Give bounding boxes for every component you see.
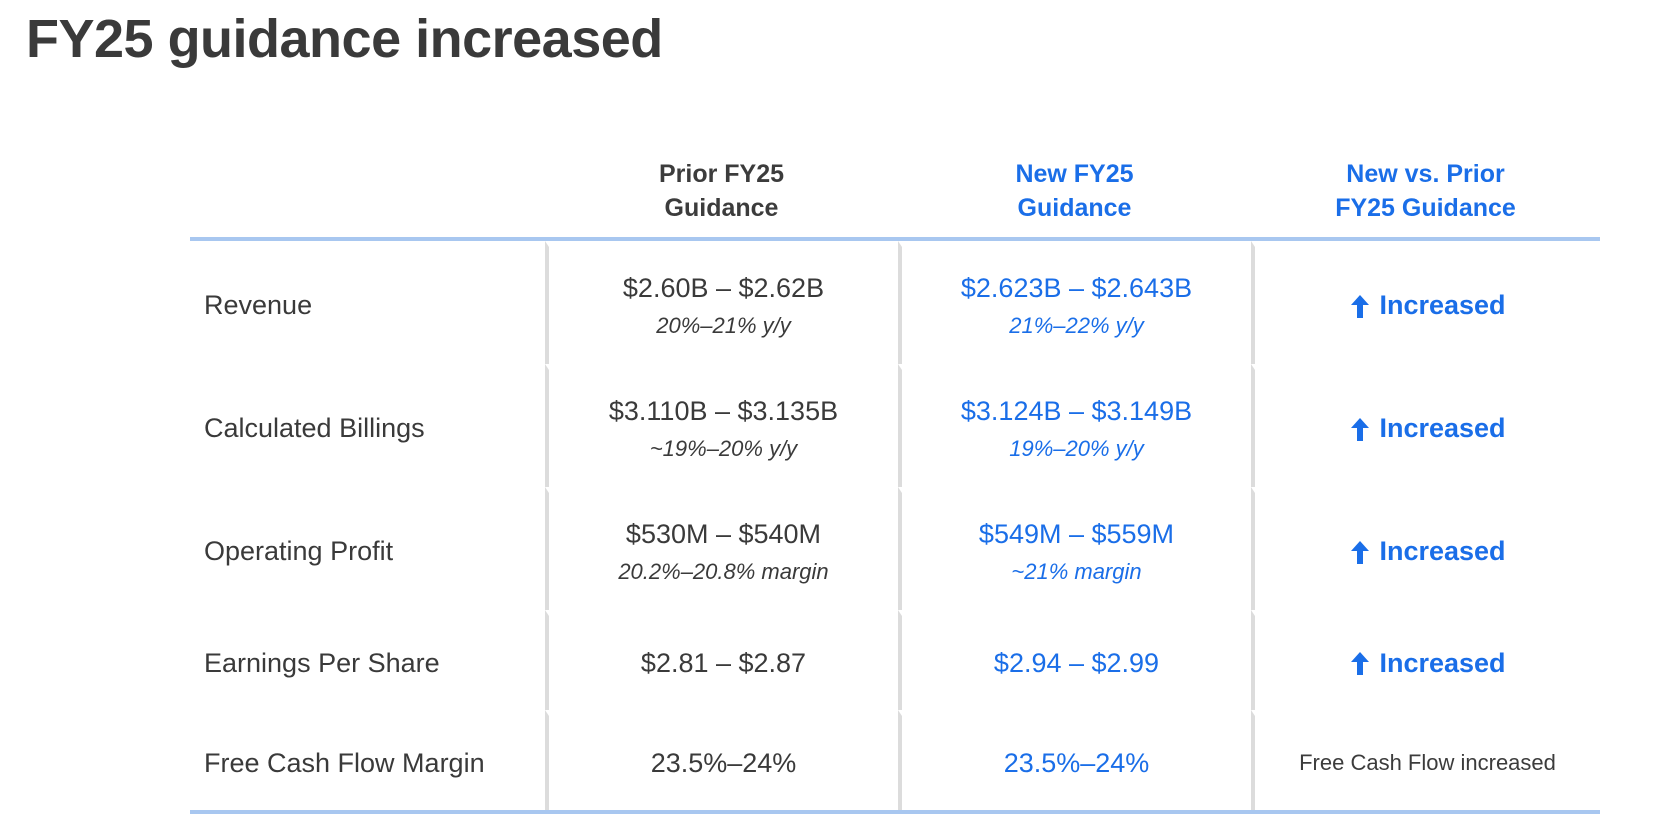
table-header: Prior FY25 Guidance New FY25 Guidance Ne…: [190, 145, 1600, 241]
status-text: Free Cash Flow increased: [1299, 750, 1556, 775]
metric-label: Revenue: [190, 241, 545, 364]
new-growth: 19%–20% y/y: [1009, 435, 1144, 461]
change-cell: Increased: [1251, 487, 1600, 610]
new-range: $2.94 – $2.99: [993, 648, 1160, 678]
new-guidance-cell: 23.5%–24%: [898, 710, 1251, 810]
metric-label: Operating Profit: [190, 487, 545, 610]
new-range: 23.5%–24%: [1003, 748, 1150, 778]
new-range: $549M – $559M: [978, 518, 1175, 549]
prior-range: $2.60B – $2.62B: [622, 272, 825, 303]
prior-range: 23.5%–24%: [650, 748, 797, 778]
new-margin: ~21% margin: [1011, 558, 1142, 584]
change-cell: Increased: [1251, 610, 1600, 710]
metric-label: Earnings Per Share: [190, 610, 545, 710]
prior-guidance-cell: $3.110B – $3.135B ~19%–20% y/y: [545, 364, 898, 487]
new-guidance-cell: $2.623B – $2.643B 21%–22% y/y: [898, 241, 1251, 364]
header-new-vs-prior: New vs. Prior FY25 Guidance: [1335, 160, 1516, 222]
arrow-up-icon: [1351, 652, 1370, 675]
new-growth: 21%–22% y/y: [1009, 312, 1144, 338]
prior-range: $3.110B – $3.135B: [608, 395, 839, 426]
status-label: Increased: [1379, 413, 1506, 443]
new-range: $2.623B – $2.643B: [960, 272, 1193, 303]
prior-guidance-cell: $2.81 – $2.87: [545, 610, 898, 710]
prior-growth: 20%–21% y/y: [656, 312, 791, 338]
metric-label: Free Cash Flow Margin: [190, 710, 545, 810]
status-badge: Increased: [1349, 647, 1506, 679]
arrow-up-icon: [1351, 540, 1370, 564]
arrow-up-icon: [1351, 417, 1370, 441]
prior-guidance-cell: $530M – $540M 20.2%–20.8% margin: [545, 487, 898, 610]
prior-guidance-cell: $2.60B – $2.62B 20%–21% y/y: [545, 241, 898, 364]
status-label: Increased: [1379, 290, 1506, 320]
new-guidance-cell: $3.124B – $3.149B 19%–20% y/y: [898, 364, 1251, 487]
guidance-table: Prior FY25 Guidance New FY25 Guidance Ne…: [190, 145, 1600, 814]
new-guidance-cell: $549M – $559M ~21% margin: [898, 487, 1251, 610]
table-row: Earnings Per Share $2.81 – $2.87 $2.94 –…: [190, 610, 1600, 710]
header-prior-guidance: Prior FY25 Guidance: [658, 160, 785, 222]
status-badge: Increased: [1349, 413, 1506, 444]
status-badge: Increased: [1349, 536, 1506, 567]
metric-label: Calculated Billings: [190, 364, 545, 487]
status-label: Increased: [1379, 536, 1506, 566]
page-title: FY25 guidance increased: [26, 9, 663, 69]
prior-growth: ~19%–20% y/y: [649, 435, 798, 461]
new-range: $3.124B – $3.149B: [960, 395, 1193, 426]
table-row: Revenue $2.60B – $2.62B 20%–21% y/y $2.6…: [190, 241, 1600, 364]
table-row: Calculated Billings $3.110B – $3.135B ~1…: [190, 364, 1600, 487]
prior-guidance-cell: 23.5%–24%: [545, 710, 898, 810]
table-row: Operating Profit $530M – $540M 20.2%–20.…: [190, 487, 1600, 610]
change-cell: Increased: [1251, 364, 1600, 487]
table-body: Revenue $2.60B – $2.62B 20%–21% y/y $2.6…: [190, 241, 1600, 814]
change-cell: Free Cash Flow increased: [1251, 710, 1600, 810]
table-row: Free Cash Flow Margin 23.5%–24% 23.5%–24…: [190, 710, 1600, 810]
change-cell: Increased: [1251, 241, 1600, 364]
header-metric: [190, 145, 545, 237]
prior-range: $2.81 – $2.87: [640, 648, 807, 678]
new-guidance-cell: $2.94 – $2.99: [898, 610, 1251, 710]
status-badge: Increased: [1349, 290, 1506, 321]
header-new-guidance: New FY25 Guidance: [1015, 160, 1134, 222]
prior-range: $530M – $540M: [625, 518, 822, 549]
prior-margin: 20.2%–20.8% margin: [618, 558, 829, 584]
status-label: Increased: [1379, 647, 1506, 678]
arrow-up-icon: [1351, 294, 1370, 318]
